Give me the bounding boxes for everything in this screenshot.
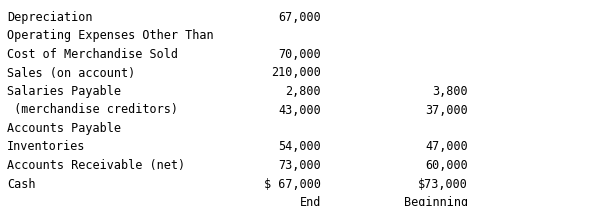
Text: Salaries Payable: Salaries Payable xyxy=(7,85,121,98)
Text: Accounts Receivable (net): Accounts Receivable (net) xyxy=(7,159,185,172)
Text: Accounts Payable: Accounts Payable xyxy=(7,122,121,135)
Text: Depreciation: Depreciation xyxy=(7,11,93,24)
Text: 73,000: 73,000 xyxy=(278,159,321,172)
Text: $ 67,000: $ 67,000 xyxy=(264,178,321,191)
Text: 37,000: 37,000 xyxy=(425,103,468,117)
Text: 67,000: 67,000 xyxy=(278,11,321,24)
Text: Cost of Merchandise Sold: Cost of Merchandise Sold xyxy=(7,48,178,61)
Text: End: End xyxy=(299,196,321,206)
Text: Cash: Cash xyxy=(7,178,36,191)
Text: 43,000: 43,000 xyxy=(278,103,321,117)
Text: Sales (on account): Sales (on account) xyxy=(7,67,136,80)
Text: Beginning: Beginning xyxy=(404,196,468,206)
Text: $73,000: $73,000 xyxy=(418,178,468,191)
Text: 210,000: 210,000 xyxy=(271,67,321,80)
Text: 70,000: 70,000 xyxy=(278,48,321,61)
Text: 47,000: 47,000 xyxy=(425,140,468,153)
Text: 54,000: 54,000 xyxy=(278,140,321,153)
Text: 3,800: 3,800 xyxy=(433,85,468,98)
Text: 60,000: 60,000 xyxy=(425,159,468,172)
Text: Inventories: Inventories xyxy=(7,140,86,153)
Text: Operating Expenses Other Than: Operating Expenses Other Than xyxy=(7,29,214,42)
Text: 2,800: 2,800 xyxy=(286,85,321,98)
Text: (merchandise creditors): (merchandise creditors) xyxy=(7,103,178,117)
